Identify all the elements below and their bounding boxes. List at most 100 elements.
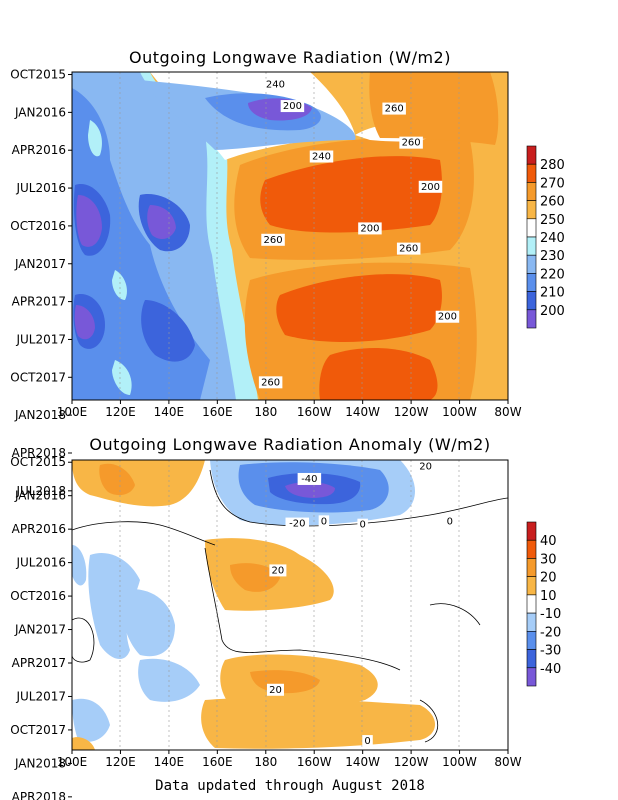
colorbar-label: 200 <box>540 304 565 319</box>
contour-label: 260 <box>261 377 280 388</box>
colorbar-swatch <box>526 163 537 183</box>
x-tick-label: 100W <box>442 405 477 419</box>
contour-label-bg <box>417 460 435 473</box>
x-tick-label: 180 <box>254 755 277 769</box>
anomaly-colorbar: 40 30 20 10 -10 -20 -30 -40 <box>526 521 561 687</box>
y-tick-label: JUL2016 <box>15 181 66 195</box>
contour-label-bg <box>309 150 334 163</box>
colorbar-swatch <box>526 631 537 650</box>
colorbar-swatch <box>526 145 537 165</box>
colorbar-swatch <box>526 594 537 614</box>
contour-label-bg <box>266 683 284 696</box>
contour-label-bg <box>261 233 285 246</box>
contour-label-bg <box>280 100 305 113</box>
contour-label: 0 <box>359 520 365 531</box>
anomaly-contour-labels: 20 -40 -20 0 0 0 20 20 0 <box>266 460 456 748</box>
contour-label: -20 <box>289 519 305 530</box>
colorbar-label: 270 <box>540 176 565 191</box>
contour-label-bg <box>358 222 382 235</box>
contour-label: -40 <box>301 474 317 485</box>
contour-label: 260 <box>402 138 421 149</box>
colorbar-swatch <box>526 539 537 559</box>
contour-label-bg <box>318 515 330 528</box>
y-tick-label: APR2017 <box>12 656 66 670</box>
contour-label-bg <box>269 564 287 577</box>
olr-field <box>72 72 508 400</box>
contour-label: 20 <box>419 462 432 473</box>
colorbar-label: 260 <box>540 195 565 210</box>
x-tick-label: 120W <box>394 755 429 769</box>
x-tick-label: 120W <box>394 405 429 419</box>
colorbar-label: 280 <box>540 158 565 173</box>
y-tick-label: APR2018 <box>12 446 66 460</box>
contour-label-bg <box>285 517 310 530</box>
x-tick-label: 140E <box>154 405 185 419</box>
contour-label: 0 <box>447 516 453 527</box>
colorbar-swatch <box>526 612 537 632</box>
x-tick-label: 160E <box>202 755 233 769</box>
y-tick-label: JUL2017 <box>15 332 66 346</box>
colorbar-swatch <box>526 309 537 329</box>
contour-label-bg <box>418 180 443 193</box>
colorbar-swatch <box>526 576 537 596</box>
y-tick-label: OCT2017 <box>10 370 66 384</box>
x-tick-label: 140W <box>345 405 380 419</box>
colorbar-swatch <box>526 236 537 256</box>
contour-label-bg <box>297 472 322 485</box>
y-tick-label: JAN2018 <box>14 408 66 422</box>
contour-label-bg <box>258 376 283 389</box>
x-tick-label: 140W <box>345 755 380 769</box>
y-tick-label: OCT2017 <box>10 723 66 737</box>
colorbar-label: -40 <box>540 662 561 677</box>
y-tick-label: OCT2016 <box>10 589 66 603</box>
contour-label: 200 <box>438 312 457 323</box>
y-tick-label: APR2016 <box>12 143 66 157</box>
contour-label: 0 <box>321 516 327 527</box>
colorbar-label: 40 <box>540 534 557 549</box>
anomaly-zero-contours <box>72 469 508 743</box>
colorbar-label: 240 <box>540 231 565 246</box>
y-tick-label: APR2016 <box>12 522 66 536</box>
x-tick-label: 80W <box>494 405 521 419</box>
colorbar-swatch <box>526 667 537 687</box>
x-tick-label: 160W <box>297 755 332 769</box>
colorbar-label: 250 <box>540 213 565 228</box>
contour-label: 240 <box>312 152 331 163</box>
y-tick-label: APR2018 <box>12 790 66 800</box>
colorbar-swatch <box>526 649 537 669</box>
x-tick-label: 100E <box>57 755 88 769</box>
olr-title: Outgoing Longwave Radiation (W/m2) <box>129 48 451 67</box>
anomaly-y-ticks: OCT2015 JAN2016 APR2016 JUL2016 OCT2016 JAN20… <box>10 455 72 800</box>
contour-label-bg <box>435 310 460 323</box>
contour-label: 200 <box>421 182 440 193</box>
y-tick-label: APR2017 <box>12 295 66 309</box>
anomaly-x-ticks: 100E 120E 140E 160E 180 160W 140W 120W 100W 80W <box>57 750 522 769</box>
y-tick-label: JAN2016 <box>14 489 66 503</box>
contour-label: 260 <box>385 104 404 115</box>
y-tick-label: OCT2016 <box>10 219 66 233</box>
x-tick-label: 140E <box>154 755 185 769</box>
contour-label-bg <box>444 515 456 528</box>
colorbar-label: 220 <box>540 267 565 282</box>
contour-label: 260 <box>263 235 282 246</box>
contour-label: 20 <box>269 685 282 696</box>
colorbar-label: 230 <box>540 249 565 264</box>
x-tick-label: 100E <box>57 405 88 419</box>
colorbar-label: -30 <box>540 644 561 659</box>
anomaly-frame <box>71 459 509 751</box>
anomaly-panel: Outgoing Longwave Radiation Anomaly (W/m… <box>10 435 561 800</box>
y-tick-label: JAN2018 <box>14 756 66 770</box>
colorbar-swatch <box>526 254 537 274</box>
colorbar-label: -20 <box>540 625 561 640</box>
colorbar-swatch <box>526 218 537 238</box>
contour-label: 200 <box>283 101 302 112</box>
contour-label-bg <box>357 518 368 531</box>
contour-label-bg <box>362 735 373 748</box>
contour-label: 260 <box>399 244 418 255</box>
anomaly-field <box>72 460 508 750</box>
y-tick-label: OCT2015 <box>10 455 66 469</box>
olr-y-ticks: OCT2015 JAN2016 APR2016 JUL2016 OCT2016 JAN20… <box>10 68 72 498</box>
y-tick-label: JAN2017 <box>14 623 66 637</box>
colorbar-label: 30 <box>540 552 557 567</box>
